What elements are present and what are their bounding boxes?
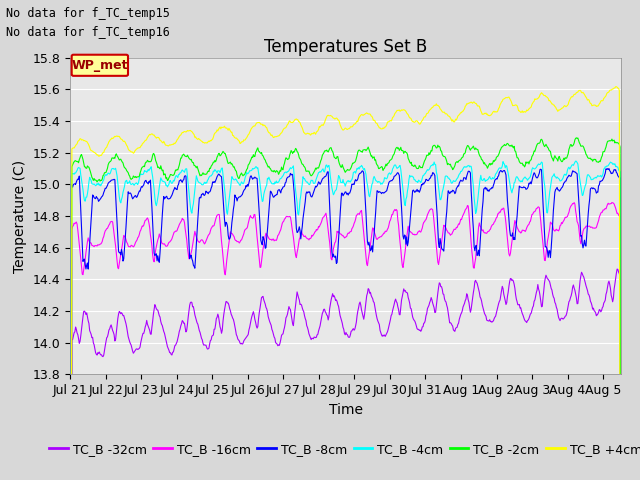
- TC_B -8cm: [322, 173, 330, 179]
- TC_B -2cm: [301, 165, 309, 171]
- TC_B -32cm: [143, 321, 151, 327]
- TC_B -4cm: [143, 168, 151, 174]
- TC_B -8cm: [605, 166, 612, 171]
- TC_B +4cm: [143, 134, 151, 140]
- TC_B -16cm: [301, 233, 309, 239]
- Y-axis label: Temperature (C): Temperature (C): [13, 159, 28, 273]
- Line: TC_B +4cm: TC_B +4cm: [70, 87, 621, 480]
- TC_B -2cm: [475, 150, 483, 156]
- Line: TC_B -2cm: TC_B -2cm: [70, 138, 621, 480]
- X-axis label: Time: Time: [328, 403, 363, 417]
- TC_B -4cm: [68, 171, 76, 177]
- Line: TC_B -16cm: TC_B -16cm: [70, 203, 621, 480]
- TC_B -16cm: [475, 224, 483, 230]
- TC_B +4cm: [322, 116, 330, 121]
- TC_B -2cm: [68, 162, 76, 168]
- TC_B -2cm: [573, 135, 580, 141]
- Text: WP_met: WP_met: [72, 59, 128, 72]
- TC_B -8cm: [461, 175, 469, 181]
- TC_B -2cm: [461, 150, 469, 156]
- Text: No data for f_TC_temp16: No data for f_TC_temp16: [6, 26, 170, 39]
- TC_B -4cm: [322, 162, 330, 168]
- TC_B +4cm: [301, 131, 309, 137]
- TC_B +4cm: [461, 103, 469, 109]
- TC_B -8cm: [68, 184, 76, 190]
- TC_B -32cm: [68, 336, 76, 342]
- TC_B -8cm: [143, 180, 151, 186]
- TC_B -32cm: [461, 298, 469, 303]
- TC_B -8cm: [475, 247, 483, 253]
- TC_B -32cm: [301, 316, 309, 322]
- TC_B -32cm: [613, 266, 621, 272]
- TC_B +4cm: [68, 145, 76, 151]
- TC_B +4cm: [475, 103, 483, 109]
- TC_B -4cm: [461, 164, 469, 170]
- TC_B -16cm: [461, 207, 469, 213]
- TC_B -32cm: [322, 310, 330, 316]
- TC_B -16cm: [68, 224, 76, 229]
- TC_B -2cm: [322, 148, 330, 154]
- Text: No data for f_TC_temp15: No data for f_TC_temp15: [6, 7, 170, 20]
- TC_B -16cm: [143, 215, 151, 221]
- TC_B -32cm: [475, 286, 483, 292]
- TC_B -4cm: [572, 158, 579, 164]
- TC_B -4cm: [301, 178, 309, 183]
- TC_B -16cm: [322, 210, 330, 216]
- Title: Temperatures Set B: Temperatures Set B: [264, 38, 428, 56]
- Line: TC_B -8cm: TC_B -8cm: [70, 168, 621, 480]
- TC_B -2cm: [143, 157, 151, 163]
- TC_B -4cm: [475, 189, 483, 194]
- Legend: TC_B -32cm, TC_B -16cm, TC_B -8cm, TC_B -4cm, TC_B -2cm, TC_B +4cm: TC_B -32cm, TC_B -16cm, TC_B -8cm, TC_B …: [44, 438, 640, 461]
- TC_B -8cm: [301, 199, 309, 204]
- Line: TC_B -4cm: TC_B -4cm: [70, 161, 621, 480]
- Line: TC_B -32cm: TC_B -32cm: [70, 269, 621, 480]
- TC_B +4cm: [612, 84, 620, 90]
- TC_B -16cm: [608, 200, 616, 205]
